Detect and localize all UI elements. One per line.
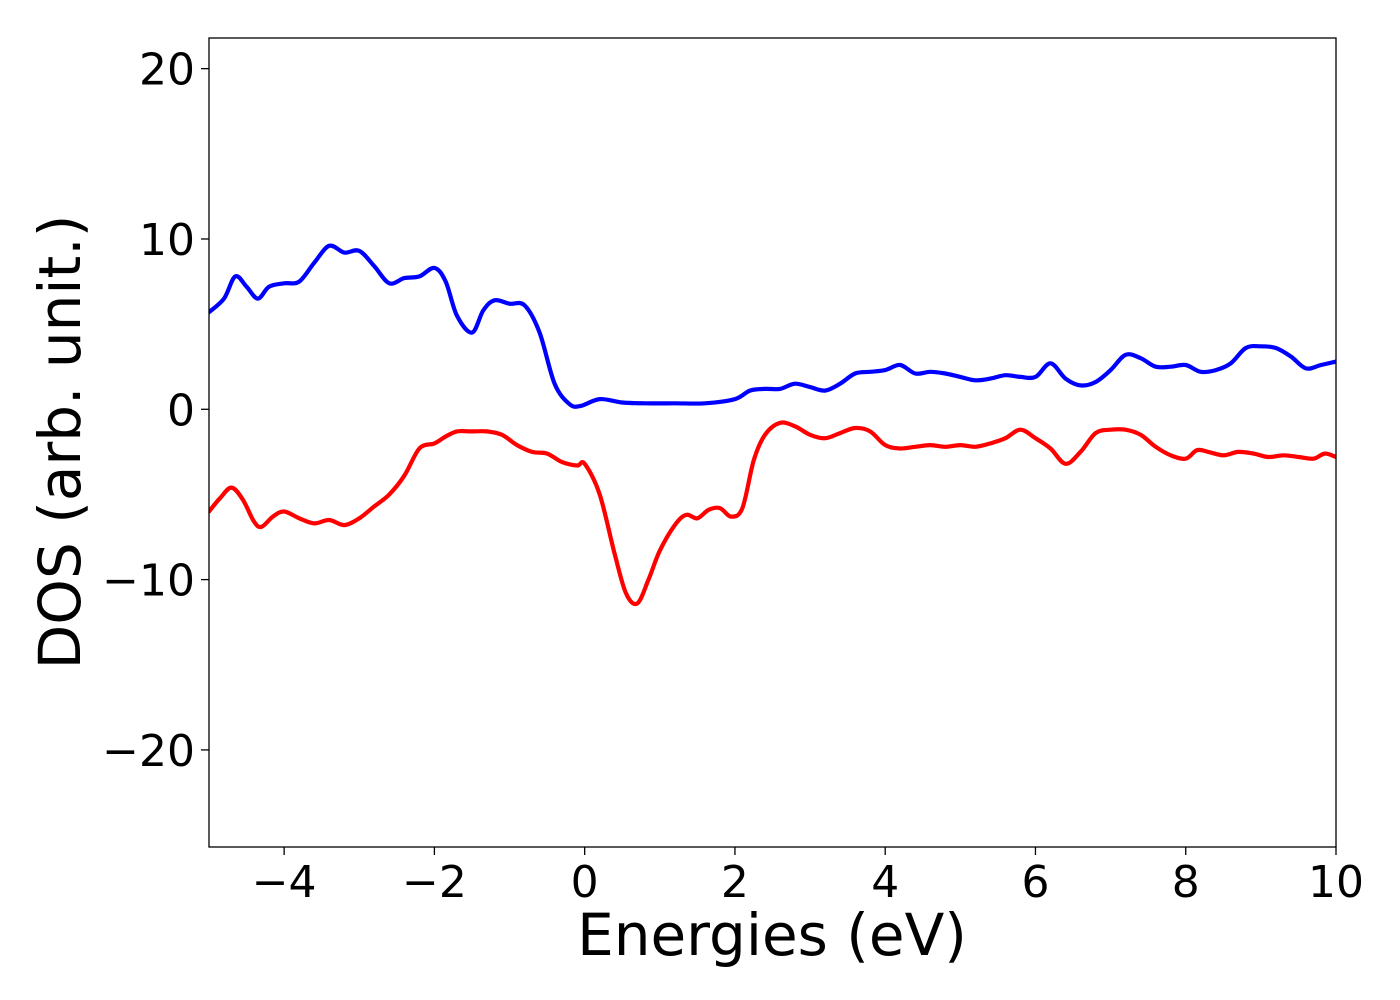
plot-area bbox=[208, 37, 1337, 848]
x-tick-label: 6 bbox=[1021, 857, 1049, 908]
series-layer bbox=[209, 243, 1336, 607]
y-tick-label: 20 bbox=[139, 45, 195, 96]
y-tick-label: 0 bbox=[167, 385, 195, 436]
axes-frame bbox=[208, 37, 1337, 848]
y-axis-label: DOS (arb. unit.) bbox=[26, 215, 94, 670]
y-axis-ticks: −20 −10 0 10 20 bbox=[102, 45, 209, 777]
x-tick-label: 4 bbox=[871, 857, 899, 908]
x-axis-label: Energies (eV) bbox=[577, 901, 967, 969]
x-tick-label: 0 bbox=[571, 857, 599, 908]
y-tick-label: −20 bbox=[102, 726, 195, 777]
y-tick-label: 10 bbox=[139, 215, 195, 266]
x-axis-ticks: −4 −2 0 2 4 6 8 10 bbox=[252, 847, 1364, 908]
series-line-2 bbox=[209, 420, 1336, 607]
x-tick-label: 8 bbox=[1172, 857, 1200, 908]
x-tick-label: −2 bbox=[402, 857, 467, 908]
x-tick-label: 10 bbox=[1308, 857, 1364, 908]
y-tick-label: −10 bbox=[102, 556, 195, 607]
x-tick-label: 2 bbox=[721, 857, 749, 908]
series-line-1 bbox=[209, 243, 1336, 409]
x-tick-label: −4 bbox=[252, 857, 317, 908]
